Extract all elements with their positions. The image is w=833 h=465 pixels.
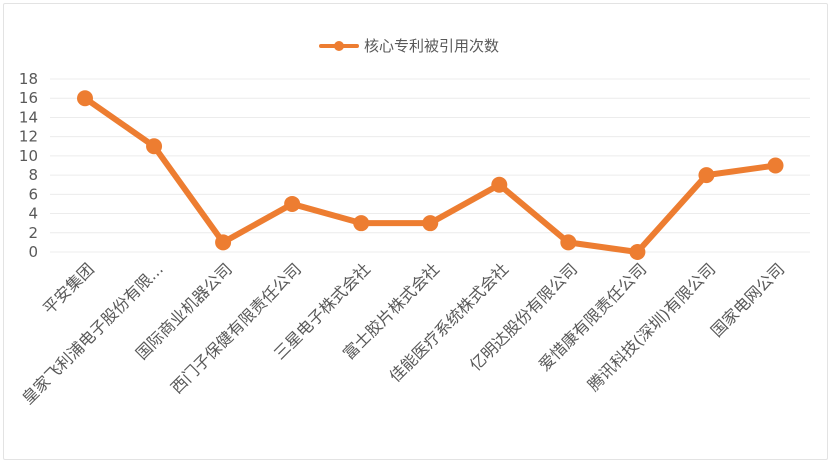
data-point <box>698 167 715 184</box>
legend: 核心专利被引用次数 <box>319 37 499 55</box>
x-category-label: 腾讯科技(深圳)有限公司 <box>584 259 719 394</box>
data-point <box>491 176 508 193</box>
data-points <box>77 90 784 260</box>
data-point <box>146 138 163 155</box>
y-tick-label: 4 <box>28 205 38 223</box>
x-axis: 平安集团皇家飞利浦电子股份有限...国际商业机器公司西门子保健有限责任公司三星电… <box>18 259 788 408</box>
y-tick-label: 2 <box>28 224 38 242</box>
y-tick-label: 12 <box>19 128 38 146</box>
data-point <box>77 90 93 107</box>
legend-point-marker <box>334 41 344 51</box>
data-point <box>215 234 232 251</box>
data-point <box>422 215 439 232</box>
x-category-label: 国家电网公司 <box>707 259 788 340</box>
y-tick-label: 6 <box>28 185 38 203</box>
x-category-label: 皇家飞利浦电子股份有限... <box>18 259 167 408</box>
legend-label: 核心专利被引用次数 <box>364 37 499 55</box>
y-tick-label: 8 <box>28 166 38 184</box>
data-point <box>767 157 784 174</box>
y-tick-label: 16 <box>19 89 38 107</box>
data-point <box>353 215 370 232</box>
data-point <box>629 244 646 260</box>
x-category-label: 佳能医疗系统株式会社 <box>386 259 513 386</box>
data-point <box>560 234 577 251</box>
x-category-label: 西门子保健有限责任公司 <box>167 259 305 397</box>
data-point <box>284 195 301 212</box>
y-tick-label: 0 <box>28 243 38 261</box>
y-tick-label: 14 <box>19 108 38 126</box>
y-tick-label: 18 <box>19 70 38 88</box>
gridlines <box>50 78 810 253</box>
x-category-label: 平安集团 <box>39 259 98 318</box>
y-tick-label: 10 <box>19 147 38 165</box>
